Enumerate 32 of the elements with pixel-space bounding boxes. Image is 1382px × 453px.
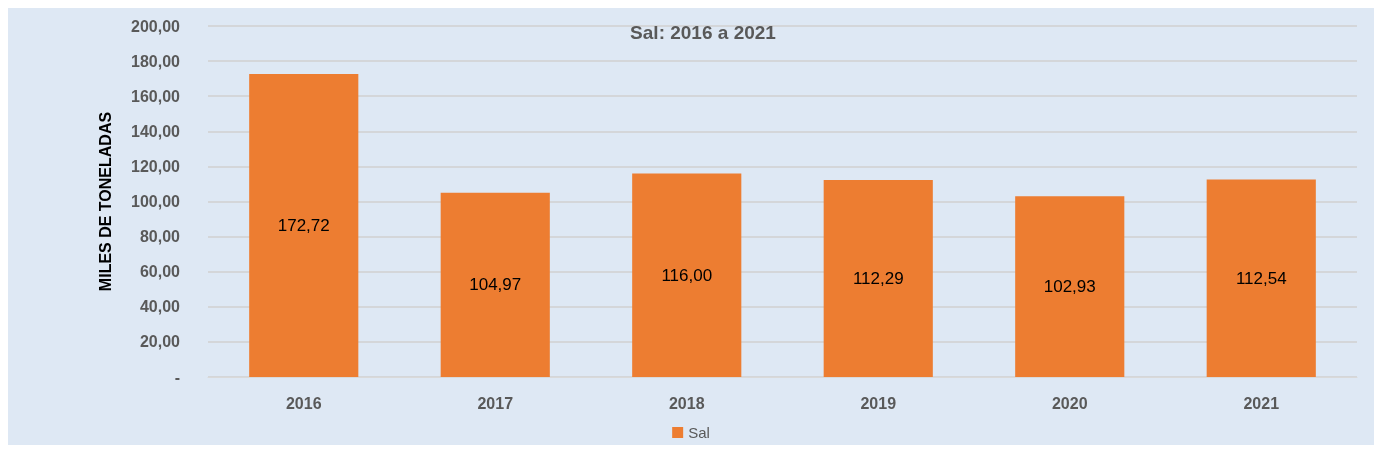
x-tick-label: 2021	[1243, 394, 1280, 412]
x-tick-label: 2016	[285, 394, 322, 412]
bar	[1015, 196, 1125, 377]
bar	[1206, 179, 1316, 377]
y-tick-label: 40,00	[139, 298, 181, 316]
y-tick-label: 120,00	[131, 157, 181, 175]
y-tick-label: 20,00	[139, 333, 181, 351]
y-tick-label: -	[174, 368, 180, 386]
data-label: 116,00	[661, 265, 713, 285]
bar	[632, 173, 742, 377]
x-tick-label: 2018	[668, 394, 705, 412]
y-tick-label: 60,00	[139, 263, 181, 281]
y-tick-label: 160,00	[131, 87, 181, 105]
bar	[249, 73, 359, 377]
y-tick-label: 200,00	[131, 17, 181, 35]
bar	[440, 192, 550, 377]
x-tick-label: 2019	[860, 394, 897, 412]
data-label: 102,93	[1043, 277, 1096, 297]
y-tick-label: 180,00	[131, 52, 181, 70]
data-label: 104,97	[469, 275, 522, 295]
bar	[823, 179, 933, 377]
y-axis-title: MILES DE TONELADAS	[96, 111, 114, 292]
data-label: 112,29	[852, 268, 904, 288]
data-label: 112,54	[1235, 268, 1287, 288]
legend-label: Sal	[688, 424, 710, 441]
x-tick-label: 2020	[1051, 394, 1088, 412]
y-tick-label: 100,00	[131, 193, 181, 210]
data-label: 172,72	[277, 215, 330, 235]
y-tick-label: 140,00	[131, 122, 181, 140]
y-tick-label: 80,00	[139, 228, 181, 246]
x-tick-label: 2017	[477, 394, 514, 412]
chart-title: Sal: 2016 a 2021	[630, 22, 777, 43]
